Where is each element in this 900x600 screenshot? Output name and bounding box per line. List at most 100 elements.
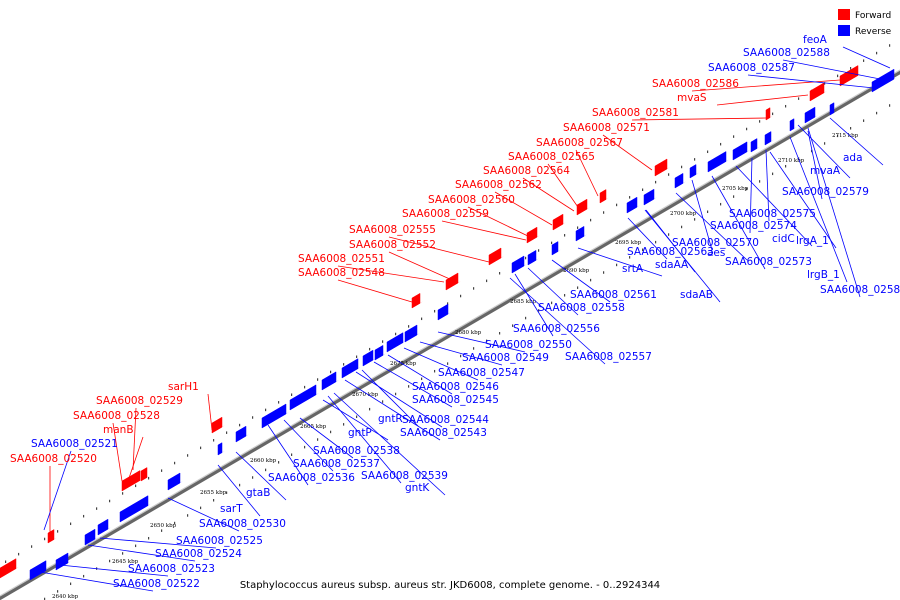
reverse-gene[interactable] <box>551 241 559 256</box>
forward-gene[interactable] <box>140 467 148 482</box>
reverse-gene-label[interactable]: SAA6008_02561 <box>570 289 657 301</box>
reverse-gene-label[interactable]: SAA6008_02573 <box>725 256 812 268</box>
forward-gene-label[interactable]: SAA6008_02552 <box>349 239 436 251</box>
forward-gene-label[interactable]: SAA6008_02586 <box>652 78 739 90</box>
reverse-gene-label[interactable]: SAA6008_02550 <box>485 339 572 351</box>
reverse-gene-label[interactable]: gntK <box>405 482 430 494</box>
reverse-gene-label[interactable]: SAA6008_02563 <box>627 246 714 258</box>
reverse-gene-label[interactable]: SAA6008_02547 <box>438 367 525 379</box>
reverse-gene-label[interactable]: SAA6008_02539 <box>361 470 448 482</box>
reverse-gene-label[interactable]: SAA6008_02575 <box>729 208 816 220</box>
reverse-gene-label[interactable]: gtaB <box>246 487 270 499</box>
forward-gene[interactable] <box>599 189 607 204</box>
forward-gene[interactable] <box>809 82 825 102</box>
reverse-gene[interactable] <box>386 332 404 353</box>
reverse-gene-label[interactable]: SAA6008_02549 <box>462 352 549 364</box>
forward-gene[interactable] <box>654 158 668 177</box>
forward-gene-label[interactable]: SAA6008_02548 <box>298 267 385 279</box>
reverse-gene[interactable] <box>167 472 181 491</box>
reverse-gene-label[interactable]: SAA6008_02587 <box>708 62 795 74</box>
reverse-gene[interactable] <box>55 552 69 571</box>
forward-gene[interactable] <box>576 198 588 216</box>
reverse-gene-label[interactable]: gntR <box>378 413 403 425</box>
forward-gene-label[interactable]: SAA6008_02571 <box>563 122 650 134</box>
forward-gene[interactable] <box>526 226 538 244</box>
forward-gene[interactable] <box>552 213 564 231</box>
reverse-gene-label[interactable]: SAA6008_02543 <box>400 427 487 439</box>
reverse-gene-label[interactable]: srtA <box>622 263 644 275</box>
reverse-gene-label[interactable]: SAA6008_02579 <box>782 186 869 198</box>
reverse-gene[interactable] <box>732 141 748 161</box>
reverse-gene[interactable] <box>527 249 537 266</box>
reverse-gene-label[interactable]: feoA <box>803 34 828 46</box>
forward-gene[interactable] <box>488 247 502 266</box>
forward-gene-label[interactable]: SAA6008_02555 <box>349 224 436 236</box>
reverse-gene[interactable] <box>626 196 638 214</box>
reverse-gene-label[interactable]: SAA6008_02521 <box>31 438 118 450</box>
reverse-gene-label[interactable]: SAA6008_02574 <box>710 220 797 232</box>
reverse-gene[interactable] <box>707 151 727 173</box>
forward-gene-label[interactable]: SAA6008_02551 <box>298 253 385 265</box>
forward-gene-label[interactable]: SAA6008_02565 <box>508 151 595 163</box>
forward-gene-label[interactable]: SAA6008_02581 <box>592 107 679 119</box>
forward-gene-label[interactable]: SAA6008_02528 <box>73 410 160 422</box>
reverse-gene[interactable] <box>437 303 449 321</box>
reverse-gene[interactable] <box>750 138 758 153</box>
reverse-gene-label[interactable]: SAA6008_02546 <box>412 381 499 393</box>
forward-gene[interactable] <box>765 107 771 121</box>
reverse-gene[interactable] <box>235 425 247 443</box>
reverse-gene-label[interactable]: SAA6008_02570 <box>672 237 759 249</box>
forward-gene[interactable] <box>411 292 421 309</box>
reverse-gene[interactable] <box>511 255 525 274</box>
forward-gene[interactable] <box>839 65 859 87</box>
forward-gene[interactable] <box>445 272 459 291</box>
reverse-gene-label[interactable]: cidC <box>772 233 795 245</box>
reverse-gene-label[interactable]: sdaAB <box>680 289 713 301</box>
reverse-gene-label[interactable]: SAA6008_02522 <box>113 578 200 590</box>
forward-gene-label[interactable]: SAA6008_02560 <box>428 194 515 206</box>
reverse-gene[interactable] <box>321 371 337 391</box>
reverse-gene-label[interactable]: ada <box>843 152 863 164</box>
reverse-gene-label[interactable]: mvaA <box>810 165 841 177</box>
reverse-gene-label[interactable]: SAA6008_02524 <box>155 548 242 560</box>
reverse-gene-label[interactable]: lrgA_1 <box>796 235 829 247</box>
reverse-gene[interactable] <box>289 384 317 411</box>
reverse-gene[interactable] <box>362 349 374 367</box>
reverse-gene[interactable] <box>804 106 816 124</box>
reverse-gene-label[interactable]: gntP <box>348 427 372 439</box>
reverse-gene[interactable] <box>643 188 655 206</box>
reverse-gene-label[interactable]: lrgB_1 <box>807 269 840 281</box>
reverse-gene-label[interactable]: SAA6008_02582 <box>820 284 900 296</box>
reverse-gene[interactable] <box>764 131 772 146</box>
reverse-gene[interactable] <box>689 164 697 179</box>
forward-gene-label[interactable]: SAA6008_02520 <box>10 453 97 465</box>
reverse-gene-label[interactable]: sdaAA <box>655 259 689 271</box>
forward-gene[interactable] <box>47 529 55 544</box>
forward-gene-label[interactable]: manB <box>103 424 134 436</box>
reverse-gene[interactable] <box>217 442 223 456</box>
reverse-gene[interactable] <box>789 118 795 132</box>
reverse-gene[interactable] <box>374 344 384 361</box>
reverse-gene-label[interactable]: SAA6008_02536 <box>268 472 355 484</box>
reverse-gene[interactable] <box>829 102 835 116</box>
reverse-gene[interactable] <box>341 358 359 379</box>
forward-gene-label[interactable]: SAA6008_02567 <box>536 137 623 149</box>
reverse-gene[interactable] <box>871 68 895 93</box>
reverse-gene-label[interactable]: SAA6008_02588 <box>743 47 830 59</box>
reverse-gene-label[interactable]: sarT <box>220 503 243 515</box>
forward-gene-label[interactable]: SAA6008_02562 <box>455 179 542 191</box>
reverse-gene[interactable] <box>404 324 418 343</box>
reverse-gene-label[interactable]: SAA6008_02525 <box>176 535 263 547</box>
reverse-gene-label[interactable]: SAA6008_02537 <box>293 458 380 470</box>
forward-gene[interactable] <box>121 470 141 492</box>
reverse-gene-label[interactable]: SAA6008_02538 <box>313 445 400 457</box>
reverse-gene-label[interactable]: SAA6008_02523 <box>128 563 215 575</box>
reverse-gene-label[interactable]: SAA6008_02557 <box>565 351 652 363</box>
forward-gene-label[interactable]: sarH1 <box>168 381 199 393</box>
forward-gene-label[interactable]: SAA6008_02529 <box>96 395 183 407</box>
reverse-gene[interactable] <box>97 518 109 536</box>
reverse-gene-label[interactable]: SAA6008_02556 <box>513 323 600 335</box>
forward-gene[interactable] <box>0 558 17 579</box>
forward-gene-label[interactable]: SAA6008_02564 <box>483 165 570 177</box>
reverse-gene-label[interactable]: SAA6008_02530 <box>199 518 286 530</box>
